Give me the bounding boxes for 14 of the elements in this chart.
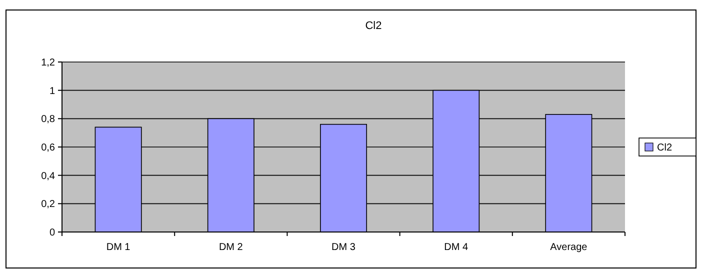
y-tick-label: 0,2 xyxy=(41,199,56,210)
x-tick-label: Average xyxy=(550,242,588,253)
chart-title: Cl2 xyxy=(365,20,382,32)
legend-label: Cl2 xyxy=(657,142,672,154)
y-tick-label: 0 xyxy=(49,228,56,238)
x-tick-label: DM 3 xyxy=(332,242,356,253)
y-tick-label: 0,4 xyxy=(41,170,56,182)
x-tick-label: DM 2 xyxy=(218,242,244,253)
y-tick-label: 1,2 xyxy=(41,58,56,68)
y-tick-label: 0,6 xyxy=(41,142,56,154)
x-tick-label: DM 1 xyxy=(106,242,131,253)
y-tick-label: 0,8 xyxy=(41,114,56,126)
y-tick-label: 1 xyxy=(49,86,56,97)
x-tick-label: DM 4 xyxy=(444,242,468,253)
